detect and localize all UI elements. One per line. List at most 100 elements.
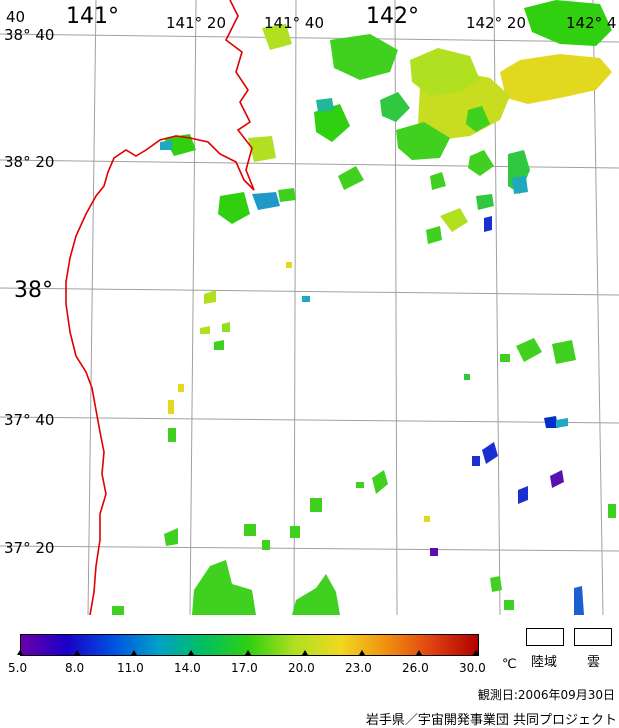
sst-patch bbox=[244, 524, 256, 536]
sst-patch bbox=[482, 442, 498, 464]
sst-map bbox=[0, 0, 619, 615]
colorbar-tick bbox=[17, 650, 23, 655]
colorbar-tick-label: 11.0 bbox=[117, 661, 144, 675]
sst-patch bbox=[248, 136, 276, 162]
sst-patch bbox=[164, 134, 196, 156]
sst-patch bbox=[504, 600, 514, 610]
coastline bbox=[65, 0, 255, 615]
sst-patch bbox=[466, 106, 490, 132]
land-swatch bbox=[526, 628, 564, 646]
meridian-141-00 bbox=[87, 0, 97, 615]
colorbar-tick-label: 17.0 bbox=[231, 661, 258, 675]
sst-patch bbox=[112, 606, 124, 615]
colorbar-tick bbox=[359, 650, 365, 655]
sst-patch bbox=[356, 482, 364, 488]
sst-patch bbox=[500, 354, 510, 362]
sst-patch bbox=[316, 98, 334, 112]
sst-patch bbox=[314, 104, 350, 142]
sst-patch bbox=[164, 528, 178, 546]
sst-patch bbox=[278, 188, 296, 202]
sst-patch bbox=[178, 384, 184, 392]
parallel-38-00 bbox=[0, 287, 619, 296]
sst-patch bbox=[464, 374, 470, 380]
sst-patch bbox=[476, 194, 494, 210]
sst-patch bbox=[518, 486, 528, 504]
colorbar-tick-label: 23.0 bbox=[345, 661, 372, 675]
sst-patch bbox=[550, 470, 564, 488]
colorbar-tick bbox=[188, 650, 194, 655]
sst-patch bbox=[338, 166, 364, 190]
sst-patch bbox=[302, 296, 310, 302]
cloud-label: 雲 bbox=[587, 655, 601, 670]
lat-label: 37° 20 bbox=[4, 539, 55, 557]
parallel-37-20 bbox=[0, 545, 619, 552]
lon-label: 142° 4 bbox=[566, 14, 617, 32]
lon-label: 141° 20 bbox=[166, 14, 226, 32]
sst-patch bbox=[218, 192, 250, 224]
credit-line: 岩手県／宇宙開発事業団 共同プロジェクト bbox=[365, 713, 617, 728]
sst-patch bbox=[544, 416, 558, 428]
lat-label: 38° 40 bbox=[4, 26, 55, 44]
sst-patch bbox=[204, 290, 216, 304]
sst-patch bbox=[330, 34, 398, 80]
sst-patch bbox=[524, 0, 612, 46]
colorbar-tick bbox=[131, 650, 137, 655]
sst-patch bbox=[262, 540, 270, 550]
lon-label: 141° bbox=[66, 4, 119, 29]
sst-patch bbox=[440, 208, 468, 232]
graticule bbox=[0, 0, 619, 615]
lon-label: 141° 40 bbox=[264, 14, 324, 32]
sst-patches bbox=[112, 0, 616, 615]
lat-label: 38° bbox=[14, 278, 53, 303]
sst-patch bbox=[286, 262, 292, 268]
sst-patch bbox=[490, 576, 502, 592]
sst-patch bbox=[290, 526, 300, 538]
sst-patch bbox=[426, 226, 442, 244]
sst-patch bbox=[556, 418, 568, 428]
observation-date: 観測日:2006年09月30日 bbox=[477, 688, 615, 702]
sst-patch bbox=[410, 48, 480, 96]
colorbar-tick bbox=[473, 650, 479, 655]
meridian-142-40 bbox=[592, 0, 604, 615]
sst-patch bbox=[424, 516, 430, 522]
sst-patch bbox=[380, 92, 410, 122]
sst-patch bbox=[222, 322, 230, 332]
sst-patch bbox=[292, 574, 340, 615]
sst-patch bbox=[468, 150, 494, 176]
corner-label: 40 bbox=[6, 8, 26, 26]
sst-patch bbox=[396, 122, 450, 160]
sst-patch bbox=[484, 216, 492, 232]
sst-patch bbox=[262, 24, 292, 50]
land-label: 陸域 bbox=[531, 655, 558, 670]
lat-label: 38° 20 bbox=[4, 153, 55, 171]
sst-patch bbox=[574, 586, 584, 615]
temperature-unit: ℃ bbox=[502, 657, 517, 672]
sst-patch bbox=[214, 340, 224, 350]
sst-patch bbox=[608, 504, 616, 518]
colorbar-tick-label: 8.0 bbox=[65, 661, 85, 675]
meridian-141-20 bbox=[189, 0, 197, 615]
lat-label: 37° 40 bbox=[4, 411, 55, 429]
sst-patch bbox=[168, 428, 176, 442]
sst-patch bbox=[430, 172, 446, 190]
colorbar-tick-label: 14.0 bbox=[174, 661, 201, 675]
lon-label: 142° bbox=[366, 4, 419, 29]
colorbar-tick bbox=[74, 650, 80, 655]
lon-label: 142° 20 bbox=[466, 14, 526, 32]
parallel-38-40 bbox=[0, 33, 619, 43]
colorbar-tick-label: 30.0 bbox=[459, 661, 486, 675]
sst-patch bbox=[472, 456, 480, 466]
sst-patch bbox=[512, 176, 528, 194]
colorbar-tick bbox=[416, 650, 422, 655]
sst-patch bbox=[160, 140, 172, 150]
sst-patch bbox=[430, 548, 438, 556]
meridian-142-00 bbox=[394, 0, 398, 615]
colorbar-tick bbox=[302, 650, 308, 655]
sst-patch bbox=[552, 340, 576, 364]
sst-patch bbox=[168, 400, 174, 414]
sst-patch bbox=[200, 326, 210, 334]
meridian-141-40 bbox=[293, 0, 297, 615]
sst-patch bbox=[252, 192, 280, 210]
sst-patch bbox=[372, 470, 388, 494]
sst-patch bbox=[310, 498, 322, 512]
